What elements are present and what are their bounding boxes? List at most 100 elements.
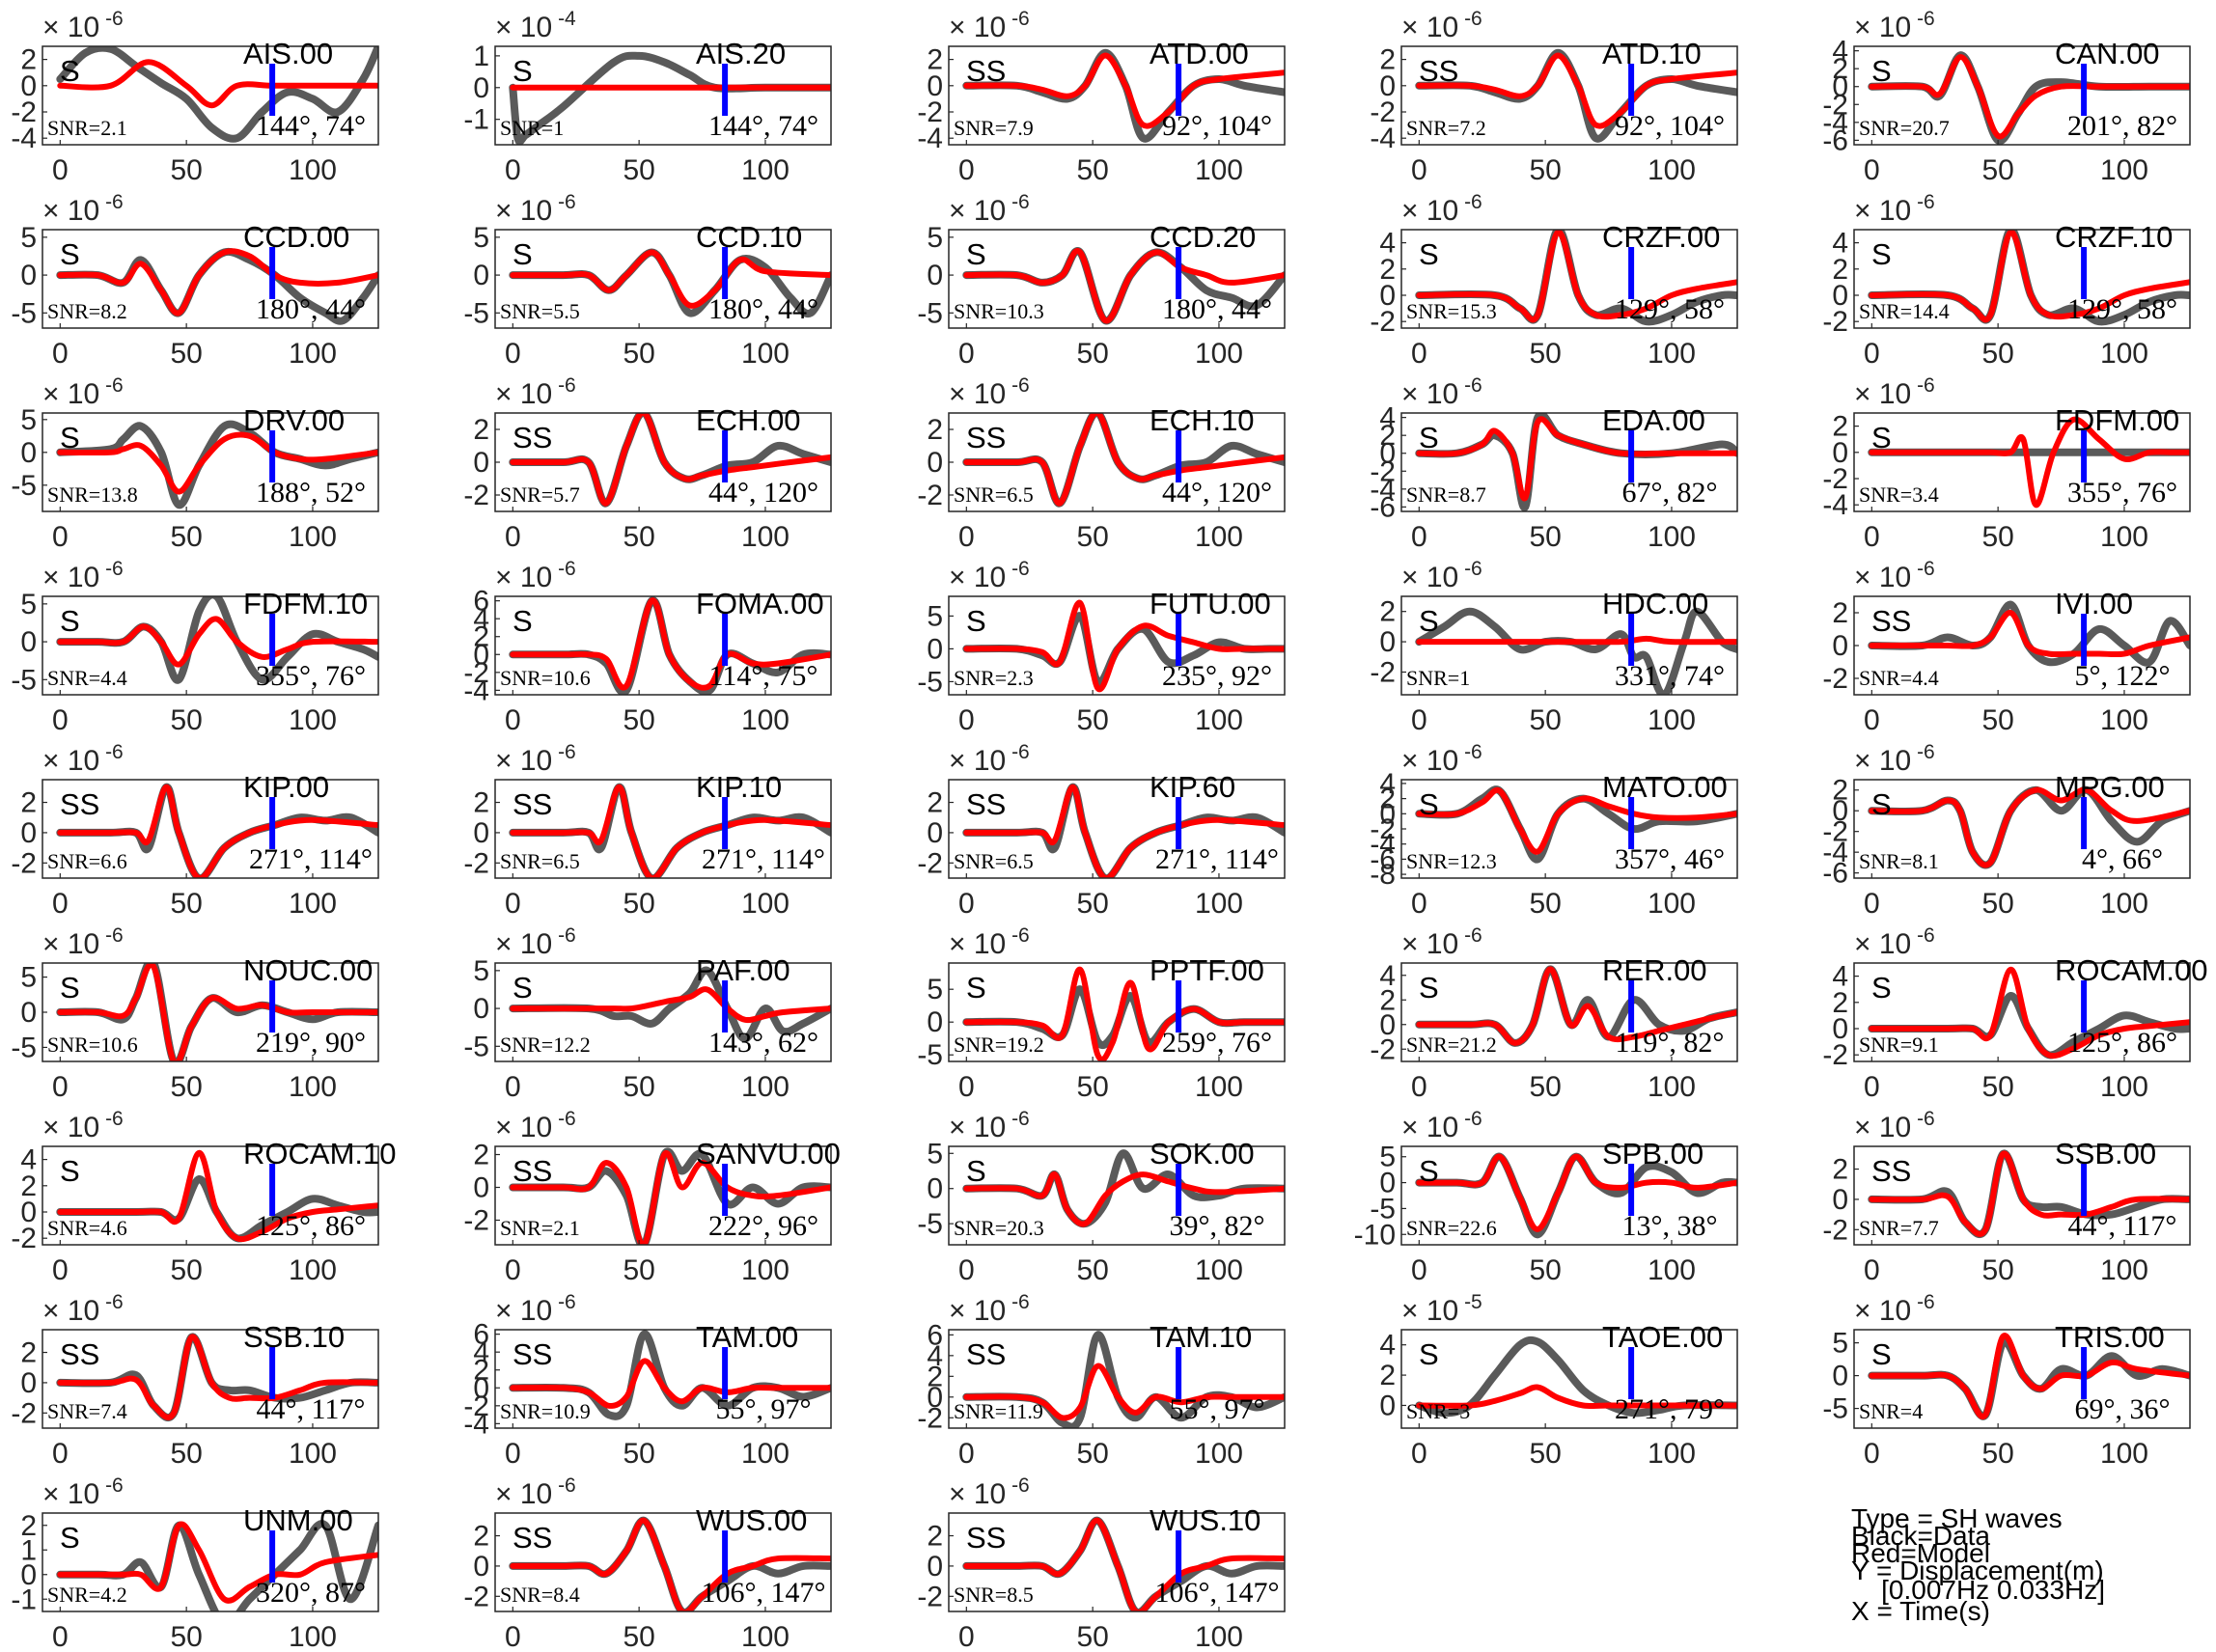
plot-area [56, 247, 378, 325]
phase-label: S [1871, 54, 1892, 88]
y-exponent: × 10 -6 [42, 1291, 124, 1327]
ytick-label: -2 [1822, 463, 1848, 495]
ytick-label: 2 [927, 787, 943, 819]
station-label: EDA.00 [1602, 403, 1705, 437]
plot-area [1415, 413, 1737, 511]
phase-label: S [60, 1521, 80, 1555]
station-label: RER.00 [1602, 953, 1707, 987]
ytick-label: 0 [1832, 280, 1848, 312]
axes-box [1853, 1329, 2191, 1429]
phase-label: SS [512, 1154, 552, 1188]
model-trace [1416, 1153, 1737, 1232]
xtick-label: 0 [505, 338, 521, 370]
ytick-label: -2 [463, 480, 489, 511]
ytick-label: -2 [917, 96, 943, 128]
xtick-label: 0 [1411, 1438, 1427, 1470]
snr-label: SNR=6.5 [500, 849, 580, 873]
xtick-label: 50 [623, 1071, 654, 1103]
station-label: ECH.10 [1150, 403, 1255, 437]
snr-label: SNR=13.8 [47, 482, 138, 507]
azimuth-takeoff-label: 271°, 114° [702, 843, 825, 875]
xtick-label: 100 [741, 1071, 789, 1103]
ytick-label: 2 [1832, 411, 1848, 443]
axes-box [1400, 595, 1738, 696]
model-trace [1869, 966, 2190, 1060]
axes-box [948, 229, 1286, 329]
axes-box [494, 45, 832, 146]
xtick-label: 0 [958, 888, 975, 920]
xtick-label: 50 [1529, 338, 1561, 370]
snr-label: SNR=5.7 [500, 482, 580, 507]
xtick-label: 100 [289, 1621, 337, 1652]
axes-box [1853, 1145, 2191, 1246]
ytick-label: 5 [1379, 1142, 1396, 1173]
xtick-label: 0 [505, 1071, 521, 1103]
azimuth-takeoff-label: 44°, 117° [257, 1393, 366, 1425]
ytick-label: 2 [927, 44, 943, 76]
ytick-label: -2 [463, 1581, 489, 1612]
y-exponent: × 10 -6 [1401, 8, 1482, 43]
ytick-label: 4 [1832, 36, 1848, 68]
xtick-label: 0 [1411, 521, 1427, 553]
azimuth-takeoff-label: 180°, 44° [708, 293, 818, 325]
azimuth-takeoff-label: 259°, 76° [1162, 1027, 1272, 1059]
model-trace [510, 1150, 831, 1245]
y-exponent: × 10 -6 [495, 191, 576, 227]
ytick-label: 0 [1832, 437, 1848, 469]
ytick-label: -5 [917, 297, 943, 329]
ytick-label: -5 [11, 297, 37, 329]
plot-area [56, 963, 378, 1061]
phase-label: S [60, 237, 80, 271]
legend-line-model: Red=Model [1851, 1538, 1990, 1568]
model-trace [963, 1517, 1285, 1611]
phase-label: S [60, 54, 80, 88]
axes-box [1400, 962, 1738, 1062]
y-exponent: × 10 -6 [949, 1108, 1030, 1143]
azimuth-takeoff-label: 67°, 82° [1622, 477, 1718, 509]
xtick-label: 0 [505, 1438, 521, 1470]
axes-box [1853, 779, 2191, 879]
xtick-label: 100 [1195, 338, 1243, 370]
axes-box [1853, 962, 2191, 1062]
axes-box [948, 1329, 1286, 1429]
ytick-label: 0 [927, 260, 943, 291]
azimuth-takeoff-label: 201°, 82° [2067, 110, 2177, 142]
snr-label: SNR=1 [1406, 666, 1470, 690]
xtick-label: 50 [1076, 1621, 1108, 1652]
y-exponent: × 10 -6 [42, 924, 124, 960]
ytick-label: 0 [473, 260, 489, 291]
ytick-label: 0 [927, 1551, 943, 1583]
azimuth-takeoff-label: 39°, 82° [1170, 1210, 1265, 1242]
ytick-label: 2 [1379, 44, 1396, 76]
xtick-label: 0 [52, 1254, 69, 1286]
xtick-label: 0 [505, 1621, 521, 1652]
xtick-label: 0 [52, 338, 69, 370]
snr-label: SNR=8.4 [500, 1583, 580, 1607]
ytick-label: 4 [1379, 960, 1396, 992]
ytick-label: 2 [1832, 1154, 1848, 1186]
plot-area [1415, 230, 1737, 326]
ytick-label: 0 [927, 1173, 943, 1205]
xtick-label: 0 [505, 888, 521, 920]
ytick-label: -4 [1822, 837, 1848, 868]
model-trace [963, 52, 1285, 129]
xtick-label: 0 [52, 1071, 69, 1103]
ytick-label: -6 [1370, 843, 1396, 875]
y-exponent: × 10 -6 [495, 1474, 576, 1510]
snr-label: SNR=4.4 [47, 666, 127, 690]
azimuth-takeoff-label: 180°, 44° [256, 293, 366, 325]
station-label: KIP.00 [243, 770, 329, 804]
xtick-label: 50 [623, 888, 654, 920]
ytick-label: -2 [463, 1390, 489, 1422]
azimuth-takeoff-label: 119°, 82° [1616, 1027, 1725, 1059]
xtick-label: 50 [1529, 1438, 1561, 1470]
axes-box [1853, 412, 2191, 512]
